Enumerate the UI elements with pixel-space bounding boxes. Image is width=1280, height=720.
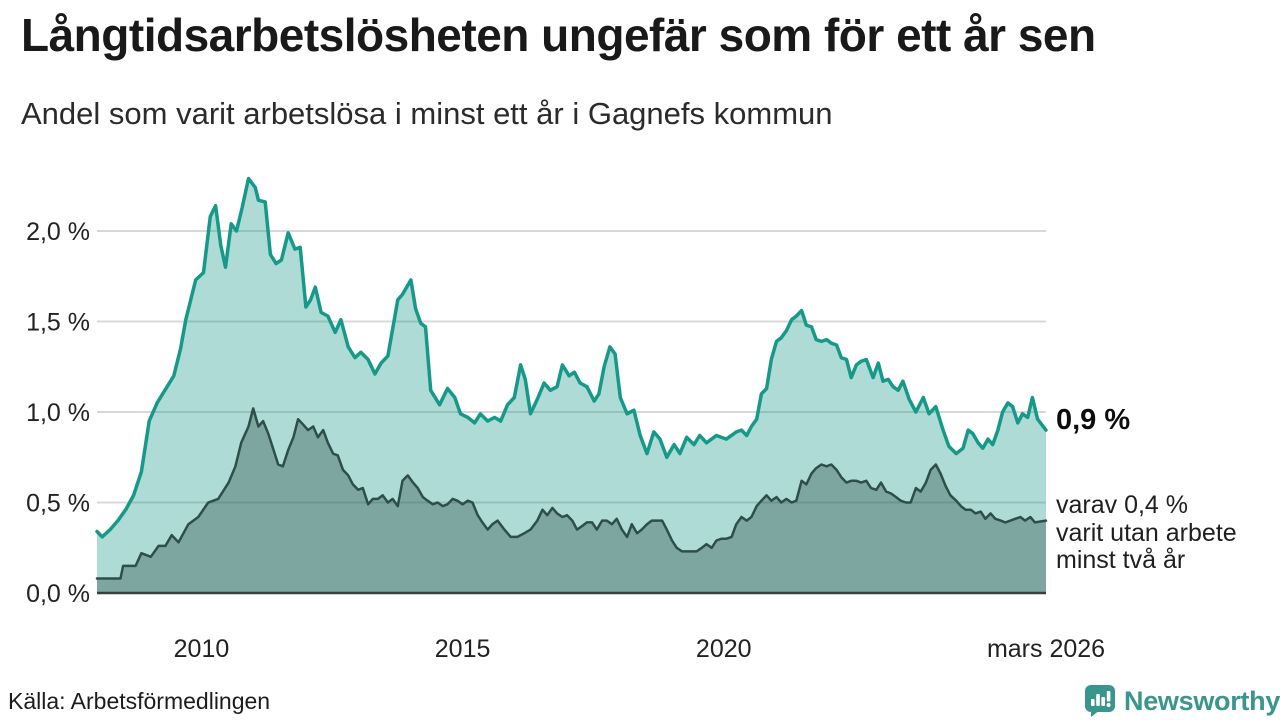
line-series-1 — [95, 176, 1048, 539]
x-tick-label: 2010 — [174, 635, 230, 663]
x-tick-label: 2020 — [696, 635, 752, 663]
y-tick-label: 1,5 % — [26, 309, 90, 337]
newsworthy-logo-icon — [1085, 685, 1115, 717]
x-tick-label: mars 2026 — [987, 635, 1105, 663]
chart-subtitle: Andel som varit arbetslösa i minst ett å… — [21, 96, 833, 131]
line-series-2 — [95, 407, 1048, 580]
y-tick-label: 1,0 % — [26, 399, 90, 427]
source-credit: Källa: Arbetsförmedlingen — [8, 688, 271, 714]
annotation-line: varav 0,4 % — [1056, 491, 1189, 519]
y-tick-label: 0,5 % — [26, 490, 90, 518]
end-value-label-one-year: 0,9 % — [1056, 404, 1131, 436]
newsworthy-wordmark: Newsworthy — [1124, 685, 1280, 716]
end-value-label-two-years: varav 0,4 % varit utan arbete minst två … — [1056, 491, 1237, 575]
annotation-line: minst två år — [1056, 546, 1186, 574]
area-fill-series-1 — [97, 178, 1046, 593]
newsworthy-logo: Newsworthy — [1084, 684, 1280, 718]
page-title: Långtidsarbetslösheten ungefär som för e… — [21, 9, 1096, 61]
x-tick-label: 2015 — [435, 635, 491, 663]
y-tick-label: 2,0 % — [26, 218, 90, 246]
annotation-line: varit utan arbete — [1056, 518, 1237, 547]
y-tick-label: 0,0 % — [26, 580, 90, 608]
